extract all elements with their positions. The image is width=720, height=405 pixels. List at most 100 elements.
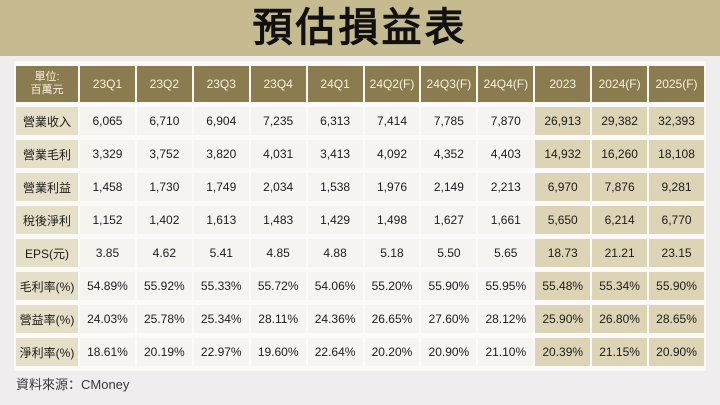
table-cell: 7,414 bbox=[364, 107, 420, 135]
table-cell: 55.95% bbox=[478, 272, 534, 300]
table-cell: 20.39% bbox=[535, 338, 591, 366]
table-cell: 26.65% bbox=[364, 305, 420, 333]
table-cell: 5.41 bbox=[193, 239, 249, 267]
table-cell: 25.90% bbox=[535, 305, 591, 333]
table-cell: 55.34% bbox=[592, 272, 648, 300]
table-cell: 5.18 bbox=[364, 239, 420, 267]
table-cell: 6,710 bbox=[136, 107, 192, 135]
table-cell: 1,483 bbox=[250, 206, 306, 234]
table-cell: 4,352 bbox=[421, 140, 477, 168]
column-header-1: 23Q2 bbox=[136, 66, 192, 102]
table-cell: 1,152 bbox=[80, 206, 135, 234]
column-header-9: 2024(F) bbox=[592, 66, 648, 102]
source-note: 資料來源：CMoney bbox=[16, 377, 130, 392]
column-header-2: 23Q3 bbox=[193, 66, 249, 102]
table-cell: 55.48% bbox=[535, 272, 591, 300]
row-label-7: 淨利率(%) bbox=[16, 338, 78, 366]
table-cell: 55.33% bbox=[193, 272, 249, 300]
table-cell: 4,092 bbox=[364, 140, 420, 168]
header-row: 單位: 百萬元 23Q1 23Q2 23Q3 23Q4 24Q1 24Q2(F) 24Q3(… bbox=[16, 66, 704, 102]
column-header-0: 23Q1 bbox=[80, 66, 135, 102]
table-cell: 21.15% bbox=[592, 338, 648, 366]
table-cell: 1,402 bbox=[136, 206, 192, 234]
table-cell: 1,730 bbox=[136, 173, 192, 201]
table-cell: 19.60% bbox=[250, 338, 306, 366]
table-cell: 6,065 bbox=[80, 107, 135, 135]
table-cell: 21.21 bbox=[592, 239, 648, 267]
table-cell: 18,108 bbox=[649, 140, 704, 168]
column-header-8: 2023 bbox=[535, 66, 591, 102]
table-cell: 6,970 bbox=[535, 173, 591, 201]
table-cell: 4,403 bbox=[478, 140, 534, 168]
table-cell: 21.10% bbox=[478, 338, 534, 366]
table-cell: 20.90% bbox=[421, 338, 477, 366]
table-cell: 1,976 bbox=[364, 173, 420, 201]
table-cell: 27.60% bbox=[421, 305, 477, 333]
table-cell: 16,260 bbox=[592, 140, 648, 168]
table-cell: 7,870 bbox=[478, 107, 534, 135]
table-cell: 54.89% bbox=[80, 272, 135, 300]
row-label-0: 營業收入 bbox=[16, 107, 78, 135]
table-cell: 1,429 bbox=[307, 206, 363, 234]
table-cell: 4,031 bbox=[250, 140, 306, 168]
table-cell: 24.03% bbox=[80, 305, 135, 333]
table-cell: 18.61% bbox=[80, 338, 135, 366]
table-cell: 20.19% bbox=[136, 338, 192, 366]
table-cell: 28.11% bbox=[250, 305, 306, 333]
page-title: 預估損益表 bbox=[252, 6, 468, 50]
table-cell: 55.90% bbox=[421, 272, 477, 300]
column-header-6: 24Q3(F) bbox=[421, 66, 477, 102]
column-header-3: 23Q4 bbox=[250, 66, 306, 102]
column-header-5: 24Q2(F) bbox=[364, 66, 420, 102]
row-label-6: 營益率(%) bbox=[16, 305, 78, 333]
table-cell: 22.97% bbox=[193, 338, 249, 366]
table-cell: 32,393 bbox=[649, 107, 704, 135]
table-cell: 3,413 bbox=[307, 140, 363, 168]
table-row-0: 營業收入 6,065 6,710 6,904 7,235 6,313 7,414 7,785 7… bbox=[16, 107, 704, 135]
table-cell: 25.34% bbox=[193, 305, 249, 333]
table-cell: 6,313 bbox=[307, 107, 363, 135]
table-cell: 3.85 bbox=[80, 239, 135, 267]
column-header-7: 24Q4(F) bbox=[478, 66, 534, 102]
table-cell: 2,149 bbox=[421, 173, 477, 201]
table-cell: 1,749 bbox=[193, 173, 249, 201]
table-cell: 26.80% bbox=[592, 305, 648, 333]
table-cell: 6,770 bbox=[649, 206, 704, 234]
income-statement-table: 單位: 百萬元 23Q1 23Q2 23Q3 23Q4 24Q1 24Q2(F) 24Q3(… bbox=[14, 61, 706, 371]
table-row-4: EPS(元) 3.85 4.62 5.41 4.85 4.88 5.18 5.50 5.65 18… bbox=[16, 239, 704, 267]
table-cell: 4.62 bbox=[136, 239, 192, 267]
table-cell: 26,913 bbox=[535, 107, 591, 135]
table-body: 營業收入 6,065 6,710 6,904 7,235 6,313 7,414 7,785 7… bbox=[16, 107, 704, 366]
table-cell: 7,785 bbox=[421, 107, 477, 135]
table-cell: 20.20% bbox=[364, 338, 420, 366]
table-cell: 24.36% bbox=[307, 305, 363, 333]
column-header-10: 2025(F) bbox=[649, 66, 704, 102]
column-header-4: 24Q1 bbox=[307, 66, 363, 102]
table-cell: 1,613 bbox=[193, 206, 249, 234]
table-cell: 4.88 bbox=[307, 239, 363, 267]
table-cell: 55.92% bbox=[136, 272, 192, 300]
table-header: 單位: 百萬元 23Q1 23Q2 23Q3 23Q4 24Q1 24Q2(F) 24Q3(… bbox=[16, 66, 704, 102]
table-cell: 9,281 bbox=[649, 173, 704, 201]
row-label-1: 營業毛利 bbox=[16, 140, 78, 168]
table-cell: 55.72% bbox=[250, 272, 306, 300]
row-label-3: 稅後淨利 bbox=[16, 206, 78, 234]
table-cell: 55.90% bbox=[649, 272, 704, 300]
row-label-2: 營業利益 bbox=[16, 173, 78, 201]
table-cell: 7,876 bbox=[592, 173, 648, 201]
row-label-5: 毛利率(%) bbox=[16, 272, 78, 300]
table-area: 單位: 百萬元 23Q1 23Q2 23Q3 23Q4 24Q1 24Q2(F) 24Q3(… bbox=[14, 61, 706, 371]
table-cell: 5.50 bbox=[421, 239, 477, 267]
table-cell: 3,820 bbox=[193, 140, 249, 168]
table-cell: 28.65% bbox=[649, 305, 704, 333]
table-cell: 2,213 bbox=[478, 173, 534, 201]
table-cell: 1,661 bbox=[478, 206, 534, 234]
table-row-7: 淨利率(%) 18.61% 20.19% 22.97% 19.60% 22.64% 20.2… bbox=[16, 338, 704, 366]
table-cell: 7,235 bbox=[250, 107, 306, 135]
table-cell: 54.06% bbox=[307, 272, 363, 300]
table-cell: 20.90% bbox=[649, 338, 704, 366]
table-cell: 1,498 bbox=[364, 206, 420, 234]
table-cell: 4.85 bbox=[250, 239, 306, 267]
table-row-6: 營益率(%) 24.03% 25.78% 25.34% 28.11% 24.36% 26.6… bbox=[16, 305, 704, 333]
